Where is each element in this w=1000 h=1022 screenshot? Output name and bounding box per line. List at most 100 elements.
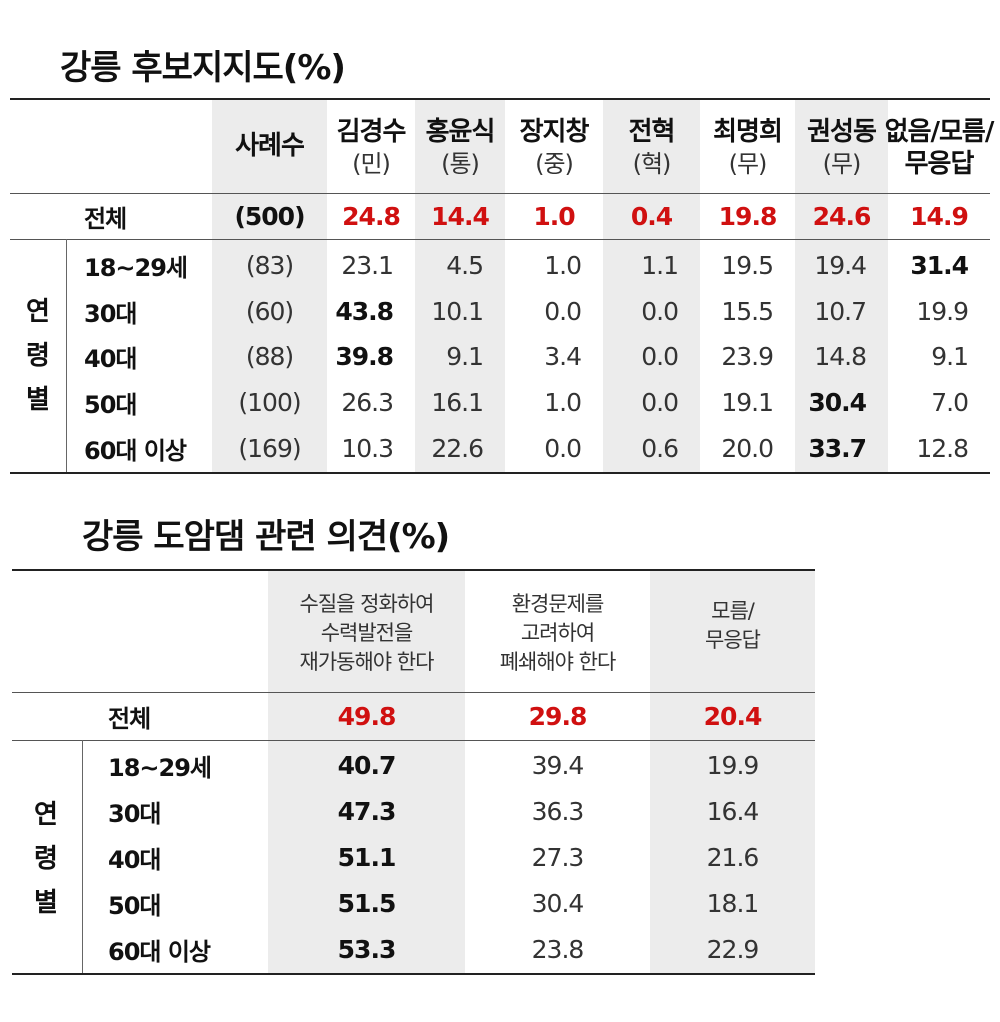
candidate-name: 전혁 xyxy=(628,117,676,147)
candidate-name: 없음/모름/ xyxy=(884,117,995,147)
cell-value: 21.6 xyxy=(706,842,760,872)
row-label: 18~29세 xyxy=(84,254,188,283)
candidate-name: 권성동 xyxy=(807,117,877,147)
cell-value: 1.1 xyxy=(641,251,679,281)
total-value: 14.9 xyxy=(910,201,969,231)
cell-value: 1.0 xyxy=(544,251,582,281)
row-label: 50대 xyxy=(108,892,161,921)
total-value: 20.4 xyxy=(703,701,763,731)
column-shade xyxy=(603,98,700,472)
total-value: 19.8 xyxy=(718,201,778,231)
group-label-char: 별 xyxy=(34,888,58,918)
header-opinion: 수질을 정화하여 수력발전을 재가동해야 한다 xyxy=(268,577,465,689)
header-line: 무응답 xyxy=(705,628,761,652)
cell-value: 15.5 xyxy=(721,296,774,326)
total-value: 1.0 xyxy=(533,201,575,231)
cell-value: 14.8 xyxy=(814,342,867,372)
table-title: 강릉 도암댐 관련 의견(%) xyxy=(82,517,450,557)
cell-value: 9.1 xyxy=(446,342,484,372)
cell-value: 10.3 xyxy=(341,433,394,463)
cell-value: 23.8 xyxy=(531,935,585,965)
cell-value: 22.9 xyxy=(706,935,760,965)
cell-value: 0.0 xyxy=(641,296,679,326)
group-label-char: 령 xyxy=(26,341,50,371)
cell-value: 40.7 xyxy=(337,750,397,780)
cell-value: 16.1 xyxy=(431,388,484,418)
cell-value: 31.4 xyxy=(910,251,969,281)
cell-value: 19.1 xyxy=(721,388,774,418)
header-candidate: 최명희 (무) xyxy=(700,106,795,190)
cell-value: 19.4 xyxy=(814,251,867,281)
cell-value: 0.0 xyxy=(544,296,582,326)
header-line: 폐쇄해야 한다 xyxy=(499,649,617,674)
header-candidate: 권성동 (무) xyxy=(795,106,888,190)
cell-value: 53.3 xyxy=(337,935,397,965)
cell-value: 0.0 xyxy=(641,388,679,418)
candidate-party: (중) xyxy=(535,150,574,178)
header-line: 수질을 정화하여 xyxy=(299,591,435,616)
candidate-party: 무응답 xyxy=(904,149,975,179)
cell-value: 18.1 xyxy=(706,889,760,919)
cell-value: 9.1 xyxy=(931,342,969,372)
group-label-char: 별 xyxy=(26,385,50,415)
cell-value: 23.9 xyxy=(721,342,774,372)
row-sample: (60) xyxy=(245,296,294,326)
total-label: 전체 xyxy=(84,204,127,233)
cell-value: 39.4 xyxy=(531,750,585,780)
header-candidate: 김경수 (민) xyxy=(327,106,415,190)
row-label: 40대 xyxy=(108,845,161,874)
rule-header xyxy=(12,692,815,693)
candidate-name: 홍윤식 xyxy=(425,117,496,147)
cell-value: 39.8 xyxy=(335,342,394,372)
row-label: 60대 이상 xyxy=(108,938,211,967)
row-sample: (169) xyxy=(238,433,301,463)
group-label-char: 연 xyxy=(34,800,58,830)
cell-value: 7.0 xyxy=(931,388,969,418)
cell-value: 36.3 xyxy=(531,796,585,826)
row-label: 40대 xyxy=(84,345,137,374)
row-sample: (88) xyxy=(245,342,294,372)
rule-bottom xyxy=(12,973,815,975)
column-shade xyxy=(415,98,505,472)
column-shade xyxy=(268,569,465,973)
cell-value: 26.3 xyxy=(341,388,394,418)
candidate-party: (혁) xyxy=(632,150,672,178)
row-label: 30대 xyxy=(84,299,137,328)
header-candidate: 장지창 (중) xyxy=(505,106,603,190)
table-title: 강릉 후보지지도(%) xyxy=(60,48,346,88)
header-candidate: 전혁 (혁) xyxy=(603,106,700,190)
candidate-party: (무) xyxy=(822,150,862,178)
rule-header xyxy=(10,193,990,194)
cell-value: 1.0 xyxy=(544,388,582,418)
cell-value: 20.0 xyxy=(721,433,774,463)
header-candidate: 홍윤식 (통) xyxy=(415,106,505,190)
header-line: 수력발전을 xyxy=(320,620,414,645)
column-shade xyxy=(650,569,815,973)
rule-bottom xyxy=(10,472,990,474)
group-label-char: 연 xyxy=(26,297,50,327)
header-line: 환경문제를 xyxy=(511,591,605,616)
total-value: 29.8 xyxy=(528,701,588,731)
cell-value: 19.5 xyxy=(721,251,774,281)
header-candidate: 없음/모름/무응답 xyxy=(885,106,995,190)
cell-value: 19.9 xyxy=(706,750,760,780)
cell-value: 27.3 xyxy=(531,842,585,872)
cell-value: 10.7 xyxy=(814,296,867,326)
cell-value: 19.9 xyxy=(916,296,969,326)
cell-value: 0.0 xyxy=(544,433,582,463)
cell-value: 33.7 xyxy=(808,433,867,463)
rule-total xyxy=(12,740,815,741)
cell-value: 43.8 xyxy=(335,296,394,326)
cell-value: 12.8 xyxy=(916,433,969,463)
header-line: 고려하여 xyxy=(520,620,595,645)
cell-value: 3.4 xyxy=(544,342,582,372)
row-label: 30대 xyxy=(108,799,161,828)
cell-value: 0.6 xyxy=(641,433,679,463)
cell-value: 51.5 xyxy=(337,889,397,919)
row-sample: (83) xyxy=(245,251,294,281)
group-label-char: 령 xyxy=(34,844,58,874)
header-sample: 사례수 xyxy=(212,98,327,193)
